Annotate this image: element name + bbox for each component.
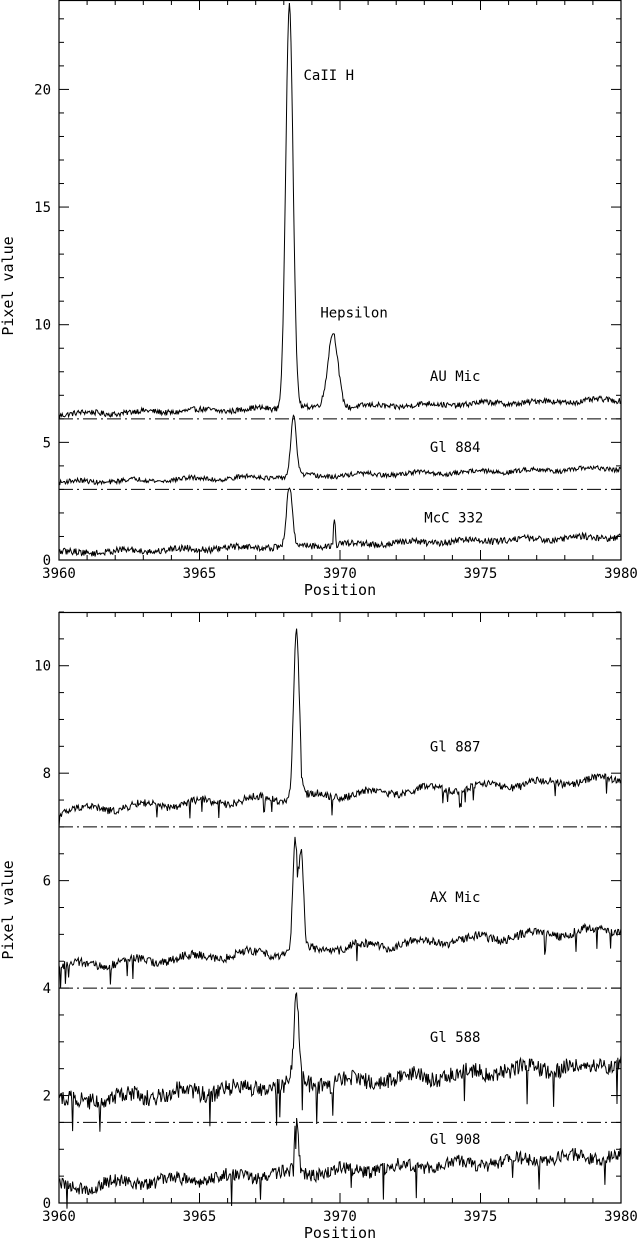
y-tick-label: 10	[34, 659, 51, 675]
y-tick-label: 6	[43, 874, 51, 890]
chart-panel-2: 3960 3965 3970 3975 3980 0 2 4 6 8 10 Position Pixel…	[0, 611, 638, 1242]
line-annotation: CaII H	[303, 68, 354, 84]
spectrum-line	[58, 2, 622, 420]
x-tick-label: 3960	[42, 566, 76, 582]
series-label: Gl 908	[430, 1132, 481, 1148]
y-tick-label: 0	[43, 553, 51, 569]
y-tick-label: 5	[43, 435, 51, 451]
y-tick-label: 2	[43, 1089, 51, 1105]
y-tick-label: 8	[43, 766, 51, 782]
y-tick-label: 0	[43, 1196, 51, 1212]
series-label: McC 332	[424, 510, 483, 526]
x-tick-label: 3965	[183, 566, 217, 582]
y-axis-title: Pixel value	[0, 860, 17, 959]
x-tick-label: 3960	[42, 1209, 76, 1225]
spectrum-line	[58, 414, 622, 486]
x-tick-label: 3975	[464, 566, 498, 582]
plot-frame	[58, 611, 622, 1204]
x-tick-label: 3980	[604, 566, 638, 582]
x-tick-label: 3970	[323, 566, 357, 582]
series-label: Gl 884	[430, 440, 481, 456]
y-tick-label: 20	[34, 82, 51, 98]
y-tick-label: 10	[34, 318, 51, 334]
spectrum-line	[58, 487, 622, 557]
y-axis-title: Pixel value	[0, 236, 17, 335]
x-tick-label: 3980	[604, 1209, 638, 1225]
x-axis-title: Position	[304, 1224, 376, 1242]
x-tick-label: 3965	[183, 1209, 217, 1225]
x-axis-title: Position	[304, 581, 376, 599]
series-label: AX Mic	[430, 890, 481, 906]
spectrum-line	[58, 991, 622, 1132]
spectrum-line	[58, 628, 622, 828]
line-annotation: Hepsilon	[320, 306, 387, 322]
series-label: AU Mic	[430, 369, 481, 385]
x-tick-label: 3975	[464, 1209, 498, 1225]
spectrum-line	[58, 836, 622, 988]
y-tick-label: 4	[43, 981, 51, 997]
chart-panel-1: 3960 3965 3970 3975 3980 0 5 10 15 20 Position Pixe…	[0, 0, 638, 599]
x-tick-label: 3970	[323, 1209, 357, 1225]
spectrum-line	[58, 1117, 622, 1209]
series-label: Gl 588	[430, 1030, 481, 1046]
series-label: Gl 887	[430, 740, 481, 756]
y-tick-label: 15	[34, 200, 51, 216]
